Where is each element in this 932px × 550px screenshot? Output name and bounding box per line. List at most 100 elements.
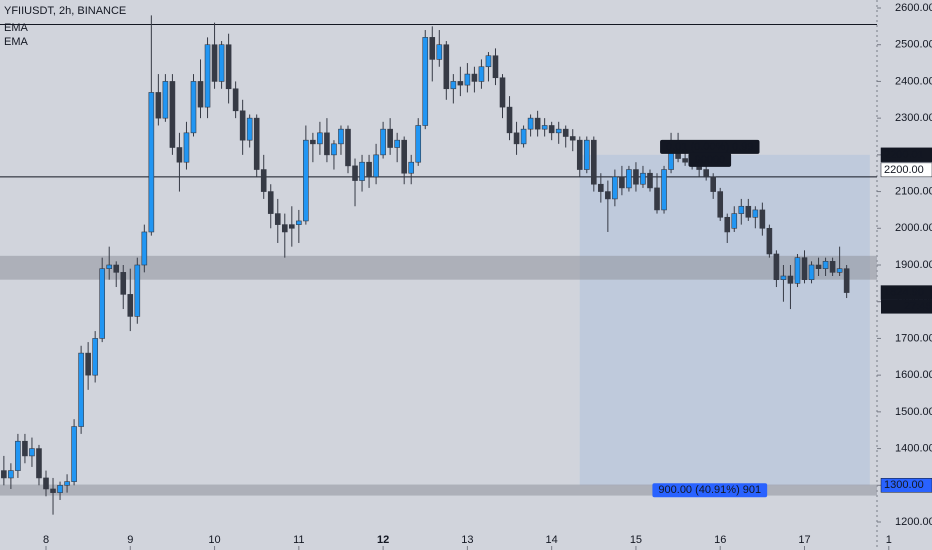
x-tick-label: 16 bbox=[714, 534, 726, 546]
candle-body bbox=[36, 448, 42, 479]
candle-body bbox=[22, 440, 28, 457]
candle-body bbox=[232, 88, 239, 112]
candle-body bbox=[113, 264, 120, 273]
chart-title: YFIIUSDT, 2h, BINANCE bbox=[4, 5, 126, 17]
candle-body bbox=[548, 125, 555, 134]
candle-body bbox=[155, 92, 162, 119]
x-tick-label: 1 bbox=[886, 534, 892, 546]
candle-body bbox=[492, 55, 499, 79]
candle-body bbox=[450, 81, 457, 90]
candle-body bbox=[640, 172, 646, 185]
candle-body bbox=[71, 426, 77, 482]
candle-body bbox=[773, 253, 780, 280]
candle-body bbox=[626, 169, 632, 189]
candle-body bbox=[310, 139, 316, 145]
x-tick-label: 8 bbox=[43, 534, 49, 546]
candle-body bbox=[598, 183, 604, 192]
y-tick-label: 1500.00 bbox=[895, 406, 932, 418]
candle-body bbox=[352, 165, 358, 181]
candle-body bbox=[225, 44, 232, 90]
candle-body bbox=[303, 139, 309, 222]
candle-body bbox=[422, 37, 429, 126]
candle-body bbox=[169, 81, 176, 148]
candle-body bbox=[766, 227, 773, 255]
candle-body bbox=[661, 169, 667, 211]
candle-body bbox=[464, 73, 471, 86]
candle-body bbox=[619, 176, 625, 189]
candle-body bbox=[654, 187, 660, 211]
zone bbox=[0, 484, 877, 496]
candle-body bbox=[506, 106, 513, 134]
candle-body bbox=[576, 139, 583, 170]
candle-body bbox=[591, 139, 597, 185]
position-label: 900.00 (40.91%) 901 bbox=[658, 484, 761, 496]
candle-body bbox=[134, 264, 141, 317]
x-tick-label: 10 bbox=[208, 534, 220, 546]
candle-body bbox=[647, 172, 653, 189]
y-tick-label: 1600.00 bbox=[895, 369, 932, 381]
countdown: 27:46 bbox=[904, 300, 932, 312]
candle-body bbox=[836, 268, 843, 273]
candle-body bbox=[366, 161, 372, 178]
candle-body bbox=[239, 110, 246, 141]
price-tag-label: 1300.00 bbox=[884, 479, 924, 491]
candle-body bbox=[555, 128, 562, 134]
candle-body bbox=[541, 125, 548, 130]
position-label-bg bbox=[688, 152, 732, 167]
plot-area bbox=[0, 15, 877, 515]
price-tag bbox=[880, 162, 932, 178]
candle-body bbox=[120, 272, 127, 295]
candle-body bbox=[401, 139, 407, 174]
candle-body bbox=[43, 477, 49, 490]
y-tick-label: 2300.00 bbox=[895, 112, 932, 124]
candle-body bbox=[394, 139, 400, 148]
candle-body bbox=[569, 136, 576, 141]
candle-body bbox=[106, 264, 113, 269]
candle-body bbox=[29, 448, 35, 457]
zone bbox=[0, 255, 877, 280]
candle-body bbox=[801, 257, 808, 280]
candle-body bbox=[92, 338, 98, 376]
candle-body bbox=[738, 205, 745, 214]
candle-body bbox=[183, 132, 190, 163]
candle-body bbox=[204, 44, 211, 108]
candle-body bbox=[176, 147, 183, 163]
candle-body bbox=[682, 158, 688, 163]
candle-body bbox=[338, 128, 344, 145]
candle-body bbox=[415, 125, 422, 163]
candle-body bbox=[822, 261, 829, 269]
candle-body bbox=[190, 81, 197, 134]
candle-body bbox=[127, 294, 134, 317]
candle-body bbox=[583, 139, 590, 170]
position-label-bg bbox=[660, 139, 760, 154]
x-tick-label: 12 bbox=[377, 534, 389, 546]
candle-body bbox=[253, 117, 260, 170]
candle-body bbox=[527, 117, 534, 130]
candle-body bbox=[731, 213, 738, 229]
x-tick-label: 17 bbox=[798, 534, 810, 546]
y-tick-label: 1700.00 bbox=[895, 332, 932, 344]
y-tick-label: 1200.00 bbox=[895, 516, 932, 528]
candle-body bbox=[78, 352, 84, 427]
position-label-bg bbox=[652, 483, 768, 498]
candle-body bbox=[246, 117, 253, 141]
candle-body bbox=[562, 128, 569, 137]
candle-body bbox=[8, 470, 14, 479]
candle-body bbox=[64, 481, 70, 486]
y-tick-label: 1400.00 bbox=[895, 442, 932, 454]
candle-body bbox=[267, 191, 274, 214]
candle-body bbox=[211, 44, 218, 82]
position-label: 0.01 (0.00%) 0.99 bbox=[666, 141, 753, 153]
candle-body bbox=[162, 81, 169, 119]
x-tick-label: 13 bbox=[461, 534, 473, 546]
candle-body bbox=[499, 77, 506, 108]
candle-body bbox=[218, 44, 225, 82]
y-tick-label: 2400.00 bbox=[895, 75, 932, 87]
legend-entry: EMA bbox=[4, 36, 29, 48]
candle-body bbox=[752, 209, 759, 218]
candle-body bbox=[345, 128, 351, 167]
position-label: 90000 bbox=[694, 154, 725, 166]
candle-body bbox=[429, 37, 436, 60]
candle-body bbox=[148, 92, 155, 233]
candle-body bbox=[808, 264, 815, 280]
